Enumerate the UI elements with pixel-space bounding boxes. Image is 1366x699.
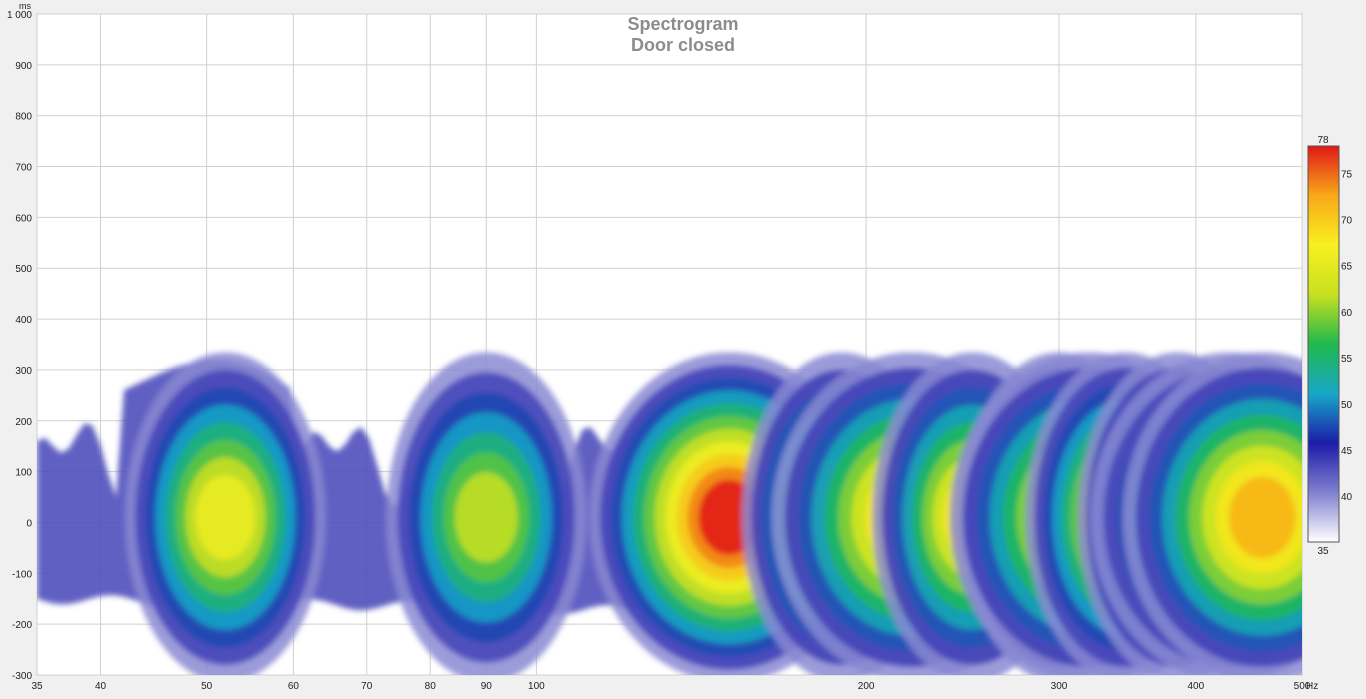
x-tick-label: 60 [288, 681, 300, 692]
y-tick-label: 400 [15, 315, 32, 326]
peak-band [1229, 476, 1296, 558]
colorbar-tick-label: 75 [1341, 170, 1353, 181]
y-tick-label: 900 [15, 61, 32, 72]
y-tick-label: 600 [15, 213, 32, 224]
x-tick-label: 35 [31, 681, 43, 692]
y-tick-label: 800 [15, 112, 32, 123]
colorbar: 78 35 40 45 50 55 60 65 70 75 [1307, 135, 1353, 557]
spectrogram-fill [37, 352, 1302, 675]
x-tick-label: 80 [425, 681, 437, 692]
y-tick-label: 100 [15, 468, 32, 479]
x-unit-label: Hz [1306, 681, 1318, 692]
colorbar-tick-label: 45 [1341, 446, 1353, 457]
x-axis: 35 40 50 60 70 80 90 100 200 300 400 500 [31, 681, 1310, 692]
y-tick-label: 300 [15, 366, 32, 377]
peak-band [454, 472, 518, 563]
colorbar-max-label: 78 [1317, 135, 1329, 146]
x-tick-label: 40 [95, 681, 107, 692]
x-tick-label: 100 [528, 681, 545, 692]
colorbar-min-label: 35 [1317, 546, 1329, 557]
chart-subtitle: Door closed [631, 35, 735, 55]
colorbar-gradient [1307, 145, 1340, 543]
spectrogram-data [37, 352, 1302, 675]
y-tick-label: -300 [12, 671, 32, 682]
colorbar-tick-label: 65 [1341, 262, 1353, 273]
y-tick-label: -100 [12, 569, 32, 580]
y-tick-label: 200 [15, 417, 32, 428]
y-axis: -300 -200 -100 0 100 200 300 400 500 600 700 800 900… [7, 10, 32, 682]
y-tick-label: 1 000 [7, 10, 32, 21]
x-tick-label: 300 [1051, 681, 1068, 692]
x-tick-label: 70 [361, 681, 373, 692]
y-tick-label: -200 [12, 620, 32, 631]
y-tick-label: 700 [15, 163, 32, 174]
chart-title: Spectrogram [627, 14, 738, 34]
y-tick-label: 0 [26, 518, 32, 529]
x-tick-label: 400 [1188, 681, 1205, 692]
colorbar-tick-label: 70 [1341, 216, 1353, 227]
peak-band [195, 474, 256, 560]
y-unit-label: ms [19, 1, 31, 11]
x-tick-label: 90 [481, 681, 493, 692]
colorbar-tick-label: 40 [1341, 492, 1353, 503]
colorbar-tick-label: 60 [1341, 308, 1353, 319]
x-tick-label: 50 [201, 681, 213, 692]
y-tick-label: 500 [15, 264, 32, 275]
x-tick-label: 500 [1294, 681, 1311, 692]
x-tick-label: 200 [858, 681, 875, 692]
colorbar-tick-label: 50 [1341, 400, 1353, 411]
colorbar-tick-label: 55 [1341, 354, 1353, 365]
